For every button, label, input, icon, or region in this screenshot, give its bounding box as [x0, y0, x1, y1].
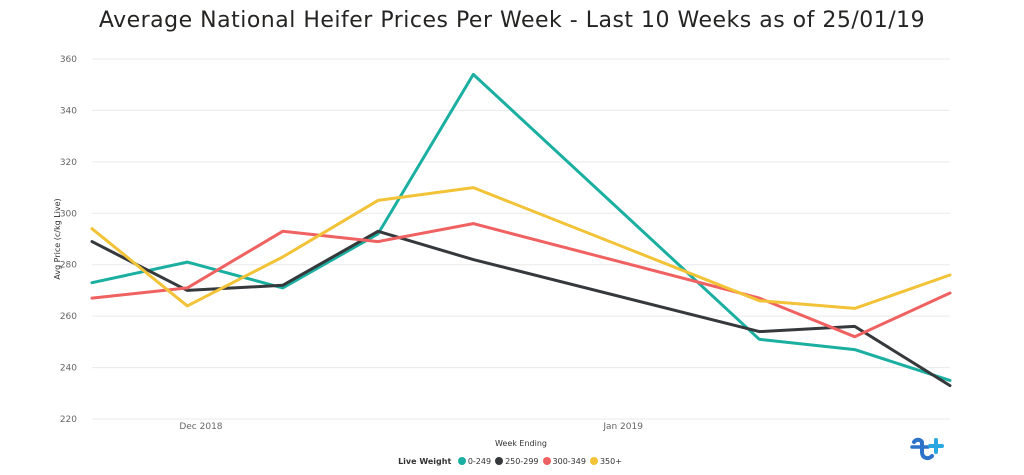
legend-item[interactable]: 300-349 [542, 457, 586, 466]
legend: Live Weight 0-249 250-299 300-349 350+ [0, 457, 1024, 466]
series-line-350+ [90, 186, 952, 310]
legend-swatch [495, 457, 504, 465]
y-axis-title: Avg Price (c/kg Live) [53, 198, 62, 279]
y-tick-label: 280 [60, 261, 77, 271]
legend-item[interactable]: 350+ [589, 457, 622, 466]
legend-swatch [542, 457, 551, 465]
x-tick-label: Dec 2018 [179, 422, 222, 432]
x-axis-title: Week Ending [495, 439, 547, 448]
series-line-250-299 [90, 229, 952, 388]
y-tick-label: 360 [60, 55, 77, 65]
legend-items: 0-249 250-299 300-349 350+ [457, 457, 626, 466]
x-tick-label: Jan 2019 [602, 422, 643, 432]
logo-icon [910, 437, 944, 461]
y-tick-label: 320 [60, 158, 77, 168]
x-axis-ticks: Dec 2018 Jan 2019 [179, 422, 643, 432]
chart-title: Average National Heifer Prices Per Week … [98, 8, 926, 33]
gridlines [92, 58, 950, 420]
legend-swatch [457, 457, 466, 465]
y-tick-label: 300 [60, 209, 77, 219]
series-line-300-349 [90, 222, 952, 339]
legend-swatch [589, 457, 598, 465]
series-lines [90, 72, 952, 388]
y-tick-label: 240 [60, 364, 77, 374]
legend-label: 300-349 [552, 457, 586, 466]
y-tick-label: 220 [60, 415, 77, 425]
y-tick-label: 340 [60, 106, 77, 116]
legend-title: Live Weight [398, 457, 452, 466]
legend-label: 250-299 [505, 457, 539, 466]
y-tick-label: 260 [60, 312, 77, 322]
legend-item[interactable]: 0-249 [457, 457, 492, 466]
y-axis-ticks: 220 240 260 280 300 320 340 360 [60, 55, 77, 425]
legend-item[interactable]: 250-299 [495, 457, 539, 466]
series-line-0-249 [90, 72, 952, 382]
legend-label: 0-249 [467, 457, 492, 466]
legend-label: 350+ [599, 457, 622, 466]
